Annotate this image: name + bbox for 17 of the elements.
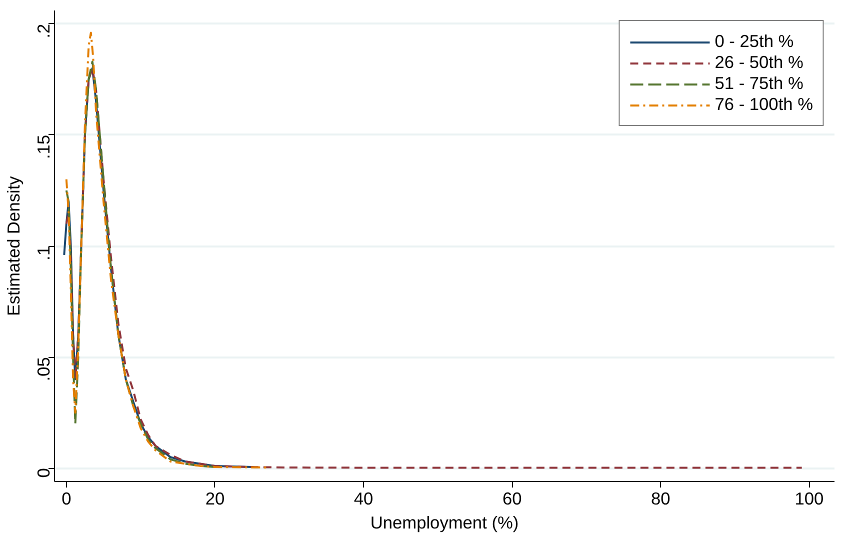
x-tick-label: 0 [62, 488, 72, 508]
legend-label: 76 - 100th % [714, 94, 813, 115]
y-tick-label: .1 [34, 246, 54, 260]
y-axis-title: Estimated Density [4, 176, 24, 316]
legend-label: 0 - 25th % [714, 31, 794, 52]
legend-label: 26 - 50th % [714, 52, 804, 73]
x-axis-title: Unemployment (%) [370, 512, 519, 532]
x-tick-label: 60 [502, 488, 522, 508]
x-tick-label: 20 [205, 488, 225, 508]
x-tick-label: 100 [794, 488, 824, 508]
y-tick-label: .2 [34, 24, 54, 38]
y-tick-label: .05 [34, 357, 54, 382]
legend-label: 51 - 75th % [714, 73, 804, 94]
y-tick-label: .15 [34, 134, 54, 160]
x-tick-label: 80 [651, 488, 670, 508]
y-tick-label: 0 [34, 468, 54, 478]
x-tick-label: 40 [354, 488, 374, 508]
